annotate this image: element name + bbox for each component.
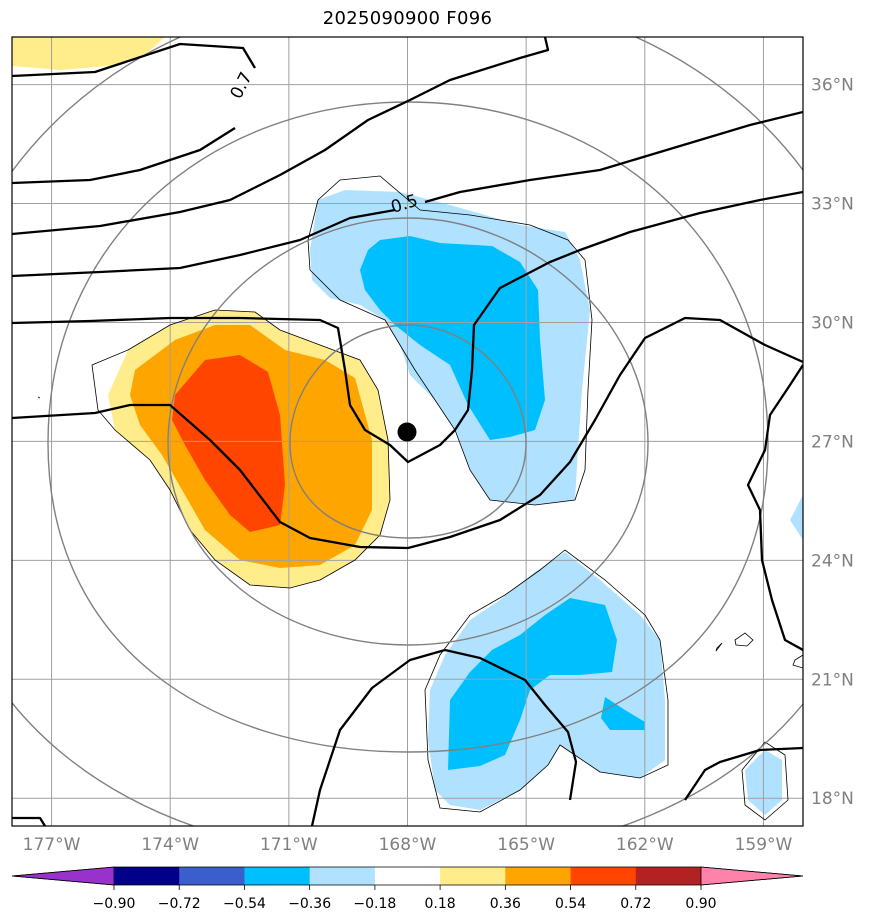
- bold-contour-1b: [12, 37, 550, 236]
- bold-contour-7: [310, 648, 578, 826]
- y-tick-label: 33°N: [811, 195, 854, 215]
- y-tick-label: 18°N: [811, 789, 854, 809]
- bold-contour-1: [12, 42, 256, 78]
- y-tick-label: 36°N: [811, 76, 854, 96]
- y-tick-label: 24°N: [811, 551, 854, 571]
- bold-contour-4: [12, 190, 803, 464]
- colorbar-segment: [570, 867, 637, 885]
- colorbar-tick-label: 0.18: [425, 896, 456, 912]
- ring-2: [167, 217, 649, 646]
- colorbar-extend-max: [700, 866, 804, 886]
- x-tick-label: 162°W: [616, 835, 674, 855]
- colorbar-tick-label: −0.72: [158, 896, 201, 912]
- colorbar-tick-label: 0.54: [555, 896, 586, 912]
- x-tick-label: 174°W: [141, 835, 199, 855]
- x-tick-labels: 177°W 174°W 171°W 168°W 165°W 162°W 159°W: [23, 835, 793, 855]
- colorbar-segment: [374, 867, 441, 885]
- x-tick-label: 165°W: [497, 835, 555, 855]
- y-tick-label: 30°N: [811, 313, 854, 333]
- bold-contour-2: [12, 127, 236, 185]
- center-marker: [397, 422, 417, 442]
- bold-contour-8: [684, 746, 803, 801]
- x-tick-label: 177°W: [23, 835, 81, 855]
- colorbar-tick-label: 0.72: [620, 896, 651, 912]
- bold-contour-9: [12, 816, 46, 826]
- colorbar-tick-label: −0.36: [288, 896, 331, 912]
- thin-contour-north: [307, 175, 593, 506]
- negative-anomaly: [310, 190, 803, 815]
- colorbar-segment: [244, 867, 311, 885]
- colorbar-tick-label: −0.18: [353, 896, 396, 912]
- thin-contour-east: [741, 741, 789, 821]
- colorbar-tick-label: −0.54: [223, 896, 266, 912]
- distance-rings: [12, 37, 803, 826]
- colorbar-extend-min: [11, 866, 115, 886]
- colorbar-segment: [309, 867, 376, 885]
- fill-neg-0.36-patch: [601, 697, 645, 730]
- y-tick-label: 21°N: [811, 670, 854, 690]
- colorbar-segment: [179, 867, 245, 885]
- coastline-islands: [37, 396, 803, 669]
- map-frame: [11, 36, 804, 827]
- x-tick-label: 168°W: [379, 835, 437, 855]
- bold-contours: [12, 37, 803, 826]
- thin-contour-west: [91, 309, 391, 589]
- colorbar-segment: [505, 867, 572, 885]
- y-tick-label: 27°N: [811, 432, 854, 452]
- x-tick-label: 159°W: [735, 835, 793, 855]
- colorbar-tick-label: −0.90: [93, 896, 136, 912]
- colorbar-segment: [440, 867, 506, 885]
- colorbar-segment: [635, 867, 702, 885]
- fill-neg-0.18-edge: [790, 495, 803, 540]
- fill-neg-0.36-south: [448, 598, 617, 770]
- ring-4: [12, 37, 803, 826]
- fill-0.54-positive: [172, 355, 285, 532]
- chart-title: 2025090900 F096: [322, 8, 493, 29]
- ring-1: [289, 324, 527, 539]
- thin-contour-south: [424, 549, 669, 813]
- colorbar-tick-label: 0.90: [685, 896, 716, 912]
- fill-neg-0.36-north: [360, 236, 545, 440]
- ring-3: [47, 101, 769, 753]
- colorbar-tick-label: 0.36: [490, 896, 521, 912]
- y-tick-labels: 36°N 33°N 30°N 27°N 24°N 21°N 18°N: [811, 76, 854, 810]
- colorbar-segment: [114, 867, 180, 885]
- bold-contour-5: [12, 316, 803, 550]
- thin-contours: [37, 175, 803, 821]
- colorbar: −0.90 −0.72 −0.54 −0.36 −0.18 0.18 0.36 0.54 0.7…: [11, 866, 804, 912]
- bold-contour-3: [12, 208, 396, 278]
- map-area: 0.7 0.5: [12, 37, 803, 826]
- bold-contour-6: [746, 364, 803, 652]
- x-tick-label: 171°W: [260, 835, 318, 855]
- bold-contour-3b: [424, 110, 803, 204]
